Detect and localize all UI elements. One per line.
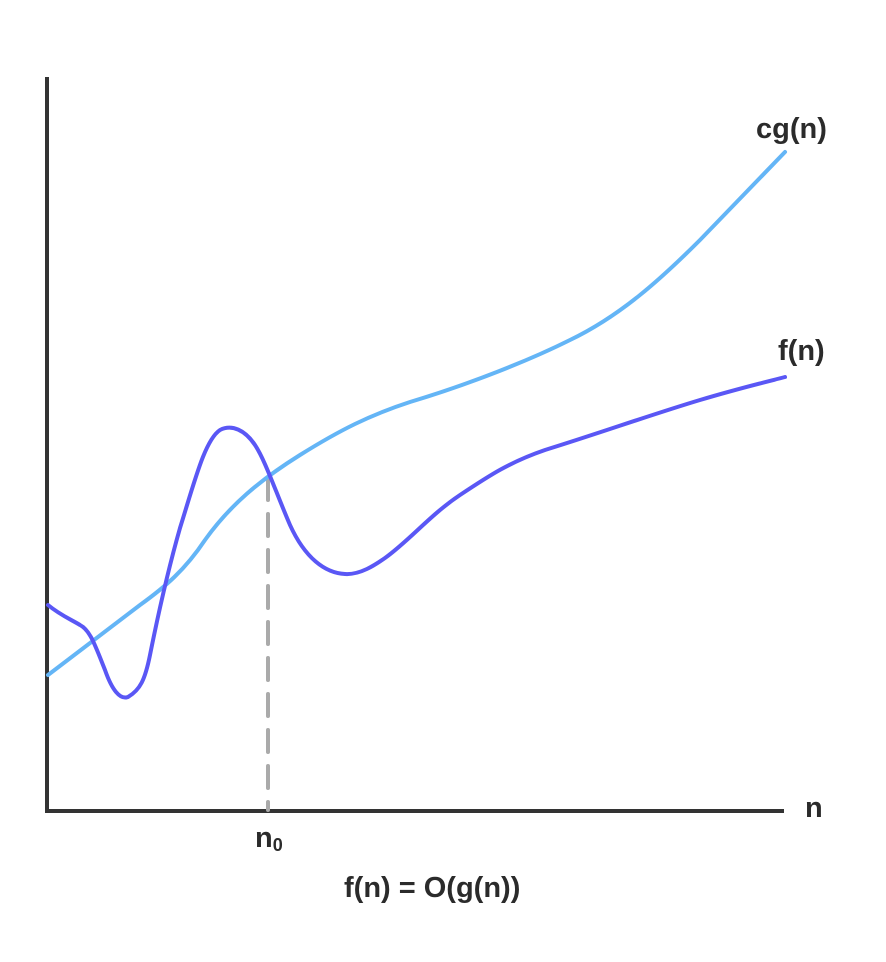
caption: f(n) = O(g(n)) bbox=[344, 872, 521, 904]
n0-subscript: 0 bbox=[272, 835, 283, 855]
cg-curve-label: cg(n) bbox=[756, 113, 827, 145]
cg-curve bbox=[46, 150, 787, 677]
n0-label: n0 bbox=[255, 822, 283, 856]
f-curve bbox=[46, 375, 787, 700]
x-axis-label: n bbox=[805, 792, 823, 824]
f-curve-label: f(n) bbox=[778, 335, 825, 367]
n0-base: n bbox=[255, 822, 273, 854]
